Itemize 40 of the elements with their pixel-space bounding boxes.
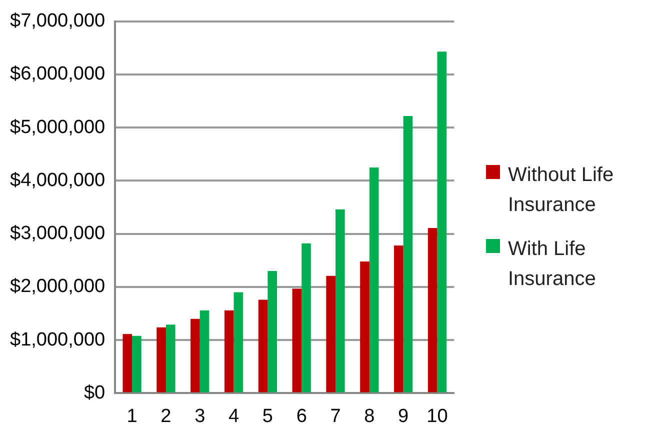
bar xyxy=(200,310,210,392)
x-tick-label: 4 xyxy=(228,406,240,427)
y-tick-label: $4,000,000 xyxy=(10,170,106,191)
y-tick-label: $7,000,000 xyxy=(10,10,106,32)
x-tick-label: 5 xyxy=(262,406,273,427)
bar xyxy=(428,228,438,392)
y-tick-label: $1,000,000 xyxy=(10,329,106,350)
x-tick-label: 1 xyxy=(126,406,138,427)
legend-label: Without Life Insurance xyxy=(508,163,615,218)
bar xyxy=(437,52,447,392)
bar xyxy=(302,243,311,392)
bar xyxy=(326,276,336,392)
y-tick-label: $3,000,000 xyxy=(10,223,106,244)
bar xyxy=(224,310,234,392)
bar xyxy=(369,167,379,392)
y-tick-label: $2,000,000 xyxy=(10,276,106,298)
bar xyxy=(156,327,166,392)
y-tick-label: $0 xyxy=(84,382,106,404)
x-tick-label: 7 xyxy=(330,406,341,427)
y-tick-label: $5,000,000 xyxy=(10,116,106,138)
bar xyxy=(336,209,345,392)
bar xyxy=(132,336,142,392)
legend-label: With Life Insurance xyxy=(508,237,597,292)
bar xyxy=(166,324,176,392)
x-tick-label: 8 xyxy=(364,406,375,427)
bar xyxy=(394,246,404,392)
bar xyxy=(360,261,370,392)
bar xyxy=(403,116,413,392)
x-tick-label: 3 xyxy=(194,406,206,427)
bar xyxy=(268,271,278,392)
x-tick-label: 6 xyxy=(296,406,307,427)
x-tick-label: 9 xyxy=(398,406,409,427)
bar xyxy=(292,288,302,392)
bar xyxy=(190,318,200,392)
x-tick-label: 2 xyxy=(160,406,172,427)
bar xyxy=(122,334,132,392)
bar xyxy=(258,300,268,392)
bar xyxy=(234,292,244,392)
x-tick-label: 10 xyxy=(426,406,448,427)
y-tick-label: $6,000,000 xyxy=(10,64,106,85)
